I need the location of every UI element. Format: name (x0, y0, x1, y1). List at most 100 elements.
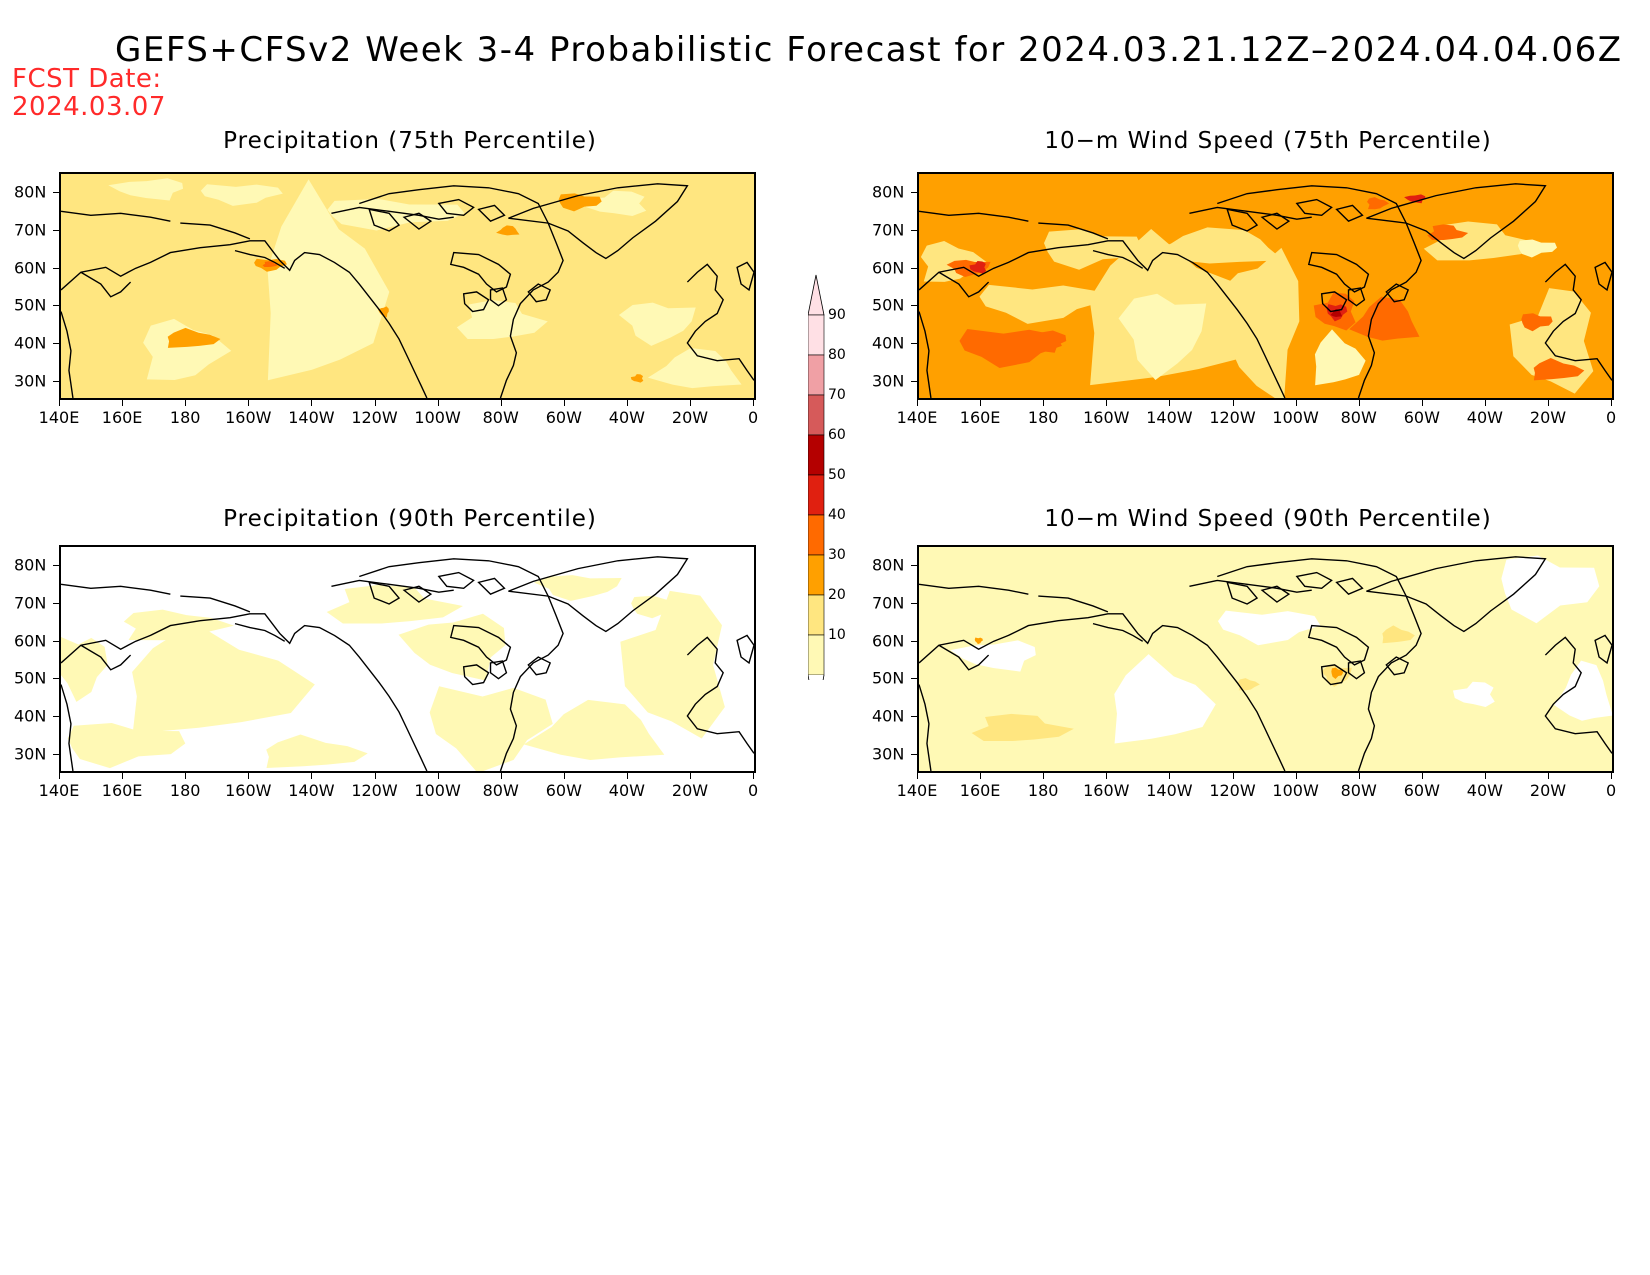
lat-tick-label: 40N (14, 333, 47, 353)
figure-title: GEFS+CFSv2 Week 3-4 Probabilistic Foreca… (115, 30, 1623, 70)
coastline (736, 261, 754, 292)
coastline (1307, 624, 1370, 666)
coastline (1189, 579, 1312, 593)
precip90-contour-patch (132, 622, 315, 734)
coastline (1092, 622, 1144, 642)
precip75-contour-patch (167, 327, 221, 348)
coastline (1320, 291, 1348, 313)
coastline (1217, 185, 1422, 398)
lon-tick-label: 100W (414, 781, 461, 800)
colorbar-label: 40 (828, 507, 846, 523)
lat-tick (911, 192, 917, 193)
map-wind75 (917, 172, 1614, 400)
lat-tick-label: 60N (872, 258, 905, 278)
lat-tick-label: 70N (872, 220, 905, 240)
lat-tick (53, 641, 59, 642)
coastline (61, 613, 428, 771)
coastline (1347, 287, 1366, 307)
lat-tick (53, 754, 59, 755)
coastline (80, 644, 132, 671)
coastline (1594, 261, 1612, 292)
lon-tick (1484, 400, 1486, 406)
wind75-contour-patch (1314, 329, 1366, 386)
lon-tick-label: 40W (608, 781, 645, 800)
lat-tick-label: 30N (872, 371, 905, 391)
colorbar-swatch (807, 314, 825, 356)
lon-tick-label: 140E (896, 408, 938, 427)
lon-tick-label: 40W (1466, 408, 1503, 427)
wind90-contour-patch (1237, 678, 1260, 691)
lat-tick (53, 381, 59, 382)
lon-tick-label: 160W (225, 781, 272, 800)
coastline (1189, 206, 1312, 220)
lon-tick (980, 400, 982, 406)
coastline (489, 660, 508, 680)
fcst-date-value: 2024.03.07 (12, 92, 166, 122)
panel-title-precip75: Precipitation (75th Percentile) (223, 128, 597, 154)
lon-tick-label: 100W (1272, 408, 1319, 427)
lat-tick-label: 60N (872, 631, 905, 651)
coastline (234, 622, 286, 642)
lon-tick (374, 773, 376, 779)
lon-tick (753, 773, 755, 779)
lon-tick-label: 20W (1529, 781, 1567, 800)
map-precip75 (59, 172, 756, 400)
lon-tick (1421, 400, 1423, 406)
lon-tick-label: 140E (38, 781, 80, 800)
lon-tick (563, 773, 565, 779)
coastline (1335, 204, 1364, 222)
panel-title-wind75: 10−m Wind Speed (75th Percentile) (1044, 128, 1492, 154)
lat-tick (53, 268, 59, 269)
colorbar-label: 50 (828, 467, 846, 483)
precip90-contour-patch (266, 734, 368, 769)
wind75-contour-patch (1213, 247, 1300, 398)
lon-tick-label: 180 (169, 781, 201, 800)
coastline (1320, 664, 1348, 686)
wind75-field (919, 174, 1612, 398)
wind90-contour-patch (971, 713, 1074, 742)
wind90-field (919, 547, 1612, 771)
wind75-contour-patch (1043, 229, 1142, 270)
coastline (359, 185, 564, 398)
lon-tick-label: 160E (959, 781, 1001, 800)
wind75-contour-patch (1404, 194, 1426, 204)
precip75-contour-patch (618, 302, 696, 346)
lat-tick (53, 565, 59, 566)
lon-tick-label: 160W (225, 408, 272, 427)
map-wind90 (917, 545, 1614, 773)
colorbar-swatch (807, 434, 825, 476)
coastline (1226, 581, 1259, 605)
panel-title-wind90: 10−m Wind Speed (90th Percentile) (1044, 506, 1492, 532)
lon-tick-label: 0 (748, 781, 759, 800)
lon-tick (122, 773, 124, 779)
precip75-contour-patch (378, 306, 389, 318)
lon-tick-label: 180 (1027, 408, 1059, 427)
lon-tick (626, 773, 628, 779)
lon-tick-label: 120W (1209, 408, 1256, 427)
lon-tick-label: 160E (101, 408, 143, 427)
coastline (919, 240, 1286, 398)
lon-tick-label: 20W (1529, 408, 1567, 427)
lon-tick-label: 40W (1466, 781, 1503, 800)
coastline (1335, 577, 1364, 595)
lat-tick-label: 40N (872, 333, 905, 353)
colorbar: 10 20 30 40 50 60 70 80 90 (807, 270, 868, 721)
lon-tick (1548, 400, 1549, 406)
lon-tick-label: 40W (608, 408, 645, 427)
coastline (1385, 283, 1410, 303)
lat-tick-label: 40N (872, 706, 905, 726)
lon-tick (1358, 400, 1360, 406)
coastline (368, 208, 401, 232)
coastline (402, 212, 433, 230)
lat-tick (911, 678, 917, 679)
lon-tick-label: 60W (1403, 781, 1440, 800)
precip75-contour-patch (143, 318, 232, 381)
lat-tick (911, 381, 917, 382)
coastline (402, 585, 433, 603)
coastline (61, 311, 74, 398)
lon-tick (311, 773, 313, 779)
wind90-contour-patch (1217, 610, 1321, 646)
lon-tick (1043, 400, 1045, 406)
lon-tick (1106, 400, 1108, 406)
wind75-contour-patch (1517, 239, 1558, 258)
